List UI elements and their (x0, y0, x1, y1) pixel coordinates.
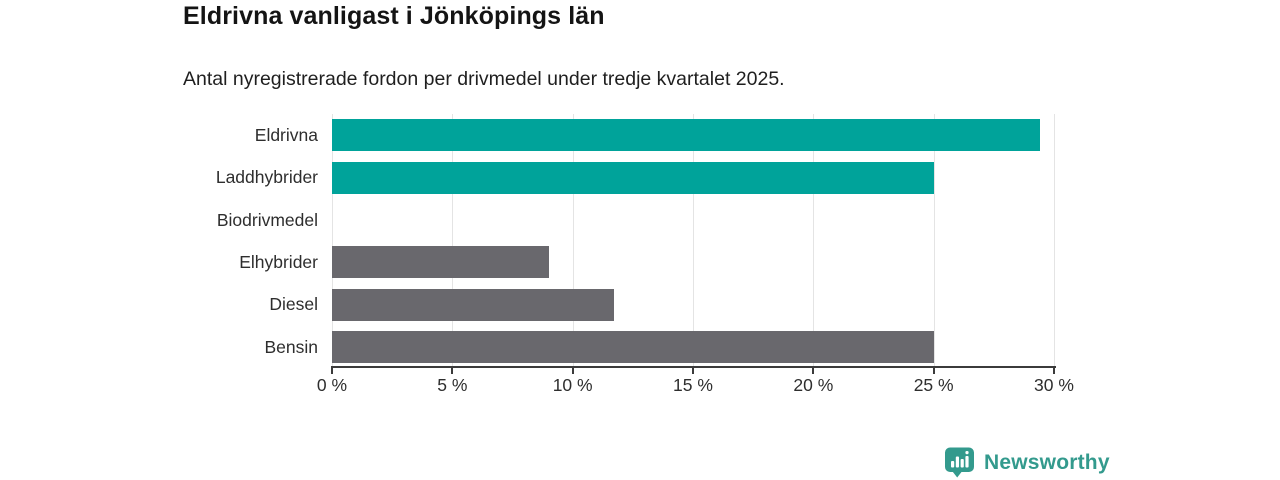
x-tick-0 (331, 368, 333, 374)
gridline-5 (452, 114, 454, 368)
category-axis-labels: Eldrivna Laddhybrider Biodrivmedel Elhybrid… (140, 114, 318, 368)
x-tick-label-0: 0 % (316, 375, 348, 395)
bar-diesel (332, 288, 614, 321)
x-tick-label-25: 25 % (913, 375, 954, 395)
bar-bensin (332, 330, 934, 363)
x-tick-15 (692, 368, 694, 374)
category-label-bensin: Bensin (264, 336, 318, 357)
x-tick-20 (812, 368, 815, 374)
x-tick-label-20: 20 % (793, 375, 834, 395)
x-tick-label-30: 30 % (1034, 375, 1074, 395)
newsworthy-wordmark: Newsworthy (984, 450, 1110, 474)
bar-laddhybrider (332, 161, 934, 194)
gridline-0 (332, 114, 333, 368)
gridline-30 (1054, 114, 1055, 368)
x-tick-10 (571, 368, 574, 374)
category-label-elhybrider: Elhybrider (239, 252, 318, 272)
newsworthy-logo: Newsworthy (943, 446, 1110, 479)
gridline-15 (693, 114, 694, 368)
x-tick-5 (451, 368, 454, 374)
x-tick-label-5: 5 % (437, 375, 468, 395)
gridline-25 (933, 114, 935, 368)
newsworthy-icon (945, 447, 974, 478)
plot-area (332, 114, 1055, 368)
x-tick-25 (932, 368, 935, 374)
x-tick-30 (1053, 368, 1055, 374)
bar-eldrivna (332, 119, 1040, 152)
chart-subtitle: Antal nyregistrerade fordon per drivmede… (183, 68, 785, 90)
chart-title: Eldrivna vanligast i Jönköpings län (183, 2, 605, 30)
x-axis-line (331, 366, 1056, 368)
category-label-biodrivmedel: Biodrivmedel (216, 209, 318, 230)
category-label-laddhybrider: Laddhybrider (215, 167, 318, 188)
x-tick-label-15: 15 % (673, 375, 713, 395)
category-label-eldrivna: Eldrivna (254, 125, 318, 145)
gridline-20 (813, 114, 815, 368)
gridline-10 (572, 114, 574, 368)
bar-elhybrider (332, 246, 549, 279)
x-tick-label-10: 10 % (552, 375, 593, 395)
category-label-diesel: Diesel (269, 294, 318, 315)
